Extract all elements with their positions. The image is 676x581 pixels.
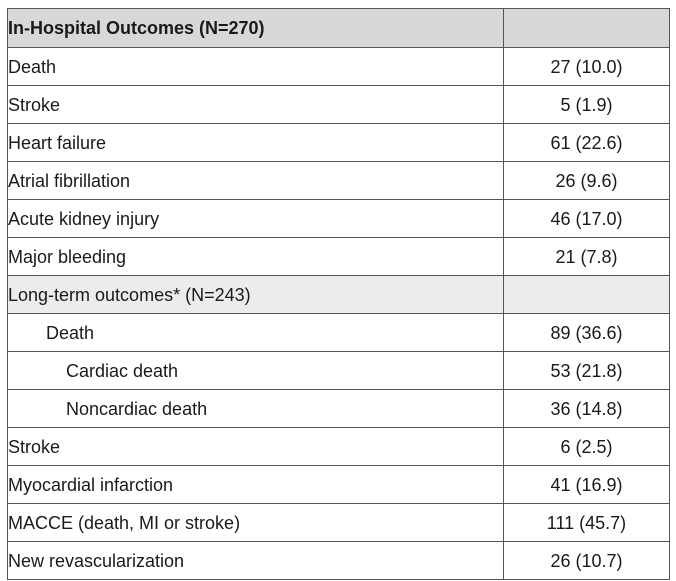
row-label: Major bleeding (7, 237, 504, 276)
row-label: Myocardial infarction (7, 465, 504, 504)
row-value: 5 (1.9) (503, 85, 670, 124)
table-row: New revascularization 26 (10.7) (7, 541, 670, 580)
row-value: 89 (36.6) (503, 313, 670, 352)
row-value: 21 (7.8) (503, 237, 670, 276)
row-value: 36 (14.8) (503, 389, 670, 428)
table-row: Heart failure 61 (22.6) (7, 123, 670, 162)
row-label: Death (7, 47, 504, 86)
row-label: Noncardiac death (7, 389, 504, 428)
table-row: Myocardial infarction 41 (16.9) (7, 465, 670, 504)
row-value: 111 (45.7) (503, 503, 670, 542)
row-value: 61 (22.6) (503, 123, 670, 162)
table-row: Death 89 (36.6) (7, 313, 670, 352)
section-row-long-term-outcomes: Long-term outcomes* (N=243) (7, 275, 670, 314)
row-label: Acute kidney injury (7, 199, 504, 238)
table-row: Stroke 5 (1.9) (7, 85, 670, 124)
row-label: MACCE (death, MI or stroke) (7, 503, 504, 542)
table-row: Cardiac death 53 (21.8) (7, 351, 670, 390)
row-value: 41 (16.9) (503, 465, 670, 504)
row-label: New revascularization (7, 541, 504, 580)
row-value: 53 (21.8) (503, 351, 670, 390)
row-value: 26 (9.6) (503, 161, 670, 200)
table-row: MACCE (death, MI or stroke) 111 (45.7) (7, 503, 670, 542)
table-row: Major bleeding 21 (7.8) (7, 237, 670, 276)
table-row: Death 27 (10.0) (7, 47, 670, 86)
table-row: Stroke 6 (2.5) (7, 427, 670, 466)
row-value: 46 (17.0) (503, 199, 670, 238)
row-label: Heart failure (7, 123, 504, 162)
row-value: 26 (10.7) (503, 541, 670, 580)
row-value: 27 (10.0) (503, 47, 670, 86)
table-row: Noncardiac death 36 (14.8) (7, 389, 670, 428)
row-value: 6 (2.5) (503, 427, 670, 466)
table-row: Acute kidney injury 46 (17.0) (7, 199, 670, 238)
row-label: Death (7, 313, 504, 352)
row-label: Stroke (7, 427, 504, 466)
row-label: Atrial fibrillation (7, 161, 504, 200)
outcomes-table: In-Hospital Outcomes (N=270) Death 27 (1… (7, 8, 670, 580)
section-value (503, 275, 670, 314)
table-header-row: In-Hospital Outcomes (N=270) (7, 8, 670, 48)
section-label: Long-term outcomes* (N=243) (7, 275, 504, 314)
row-label: Stroke (7, 85, 504, 124)
table-header-value (503, 8, 670, 48)
row-label: Cardiac death (7, 351, 504, 390)
table-row: Atrial fibrillation 26 (9.6) (7, 161, 670, 200)
table-header-label: In-Hospital Outcomes (N=270) (7, 8, 504, 48)
